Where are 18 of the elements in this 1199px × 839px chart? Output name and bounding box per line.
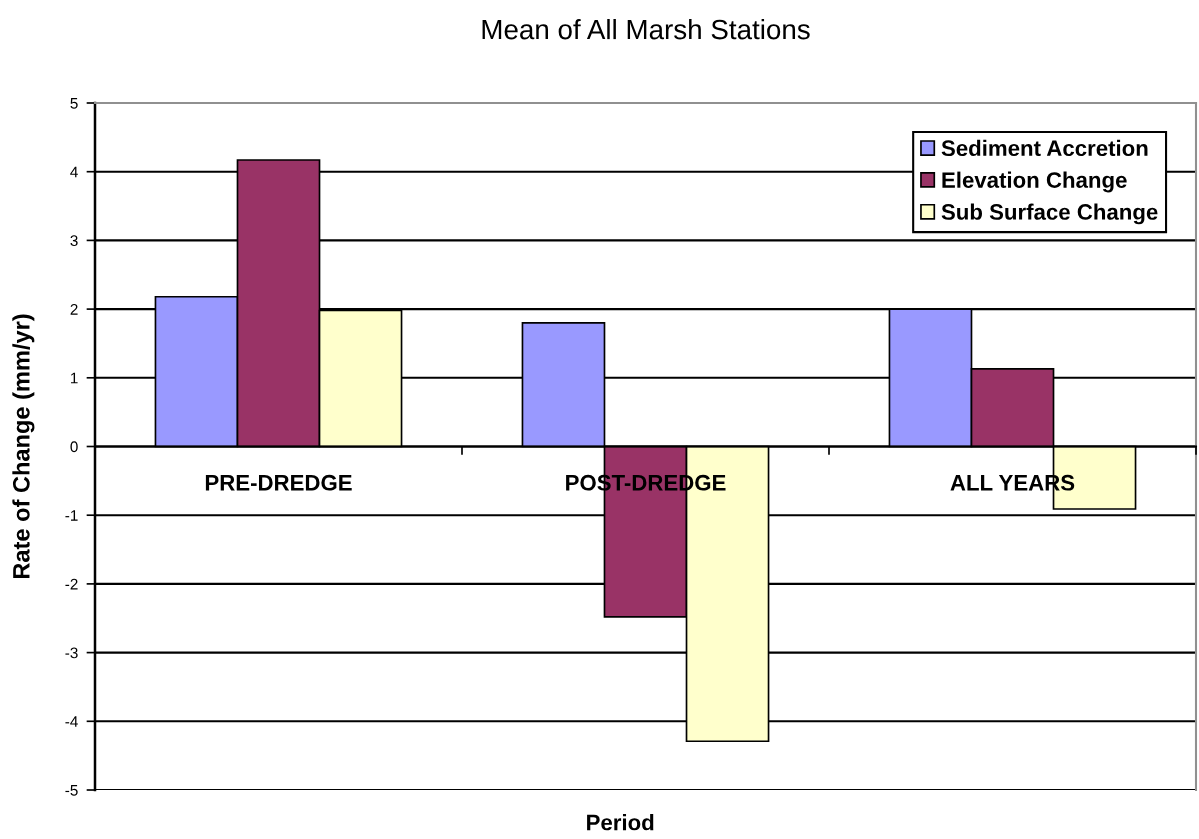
y-tick-label: -5 (65, 785, 78, 796)
y-tick-label: -4 (65, 716, 78, 727)
y-tick-label: -3 (65, 647, 78, 659)
y-tick-label: 5 (70, 98, 78, 109)
x-tick-label: PRE-DREDGE (205, 474, 352, 491)
legend-label: Sediment Accretion (941, 139, 1148, 157)
y-axis-title: Rate of Change (mm/yr) (12, 314, 35, 579)
y-tick-label: 3 (70, 235, 78, 247)
x-axis-title: Period (587, 814, 654, 831)
y-tick-label: 2 (70, 303, 78, 315)
legend-label: Elevation Change (942, 171, 1127, 193)
y-tick-label: 4 (70, 166, 78, 178)
chart-title: Mean of All Marsh Stations (482, 18, 810, 40)
y-tick-label: 1 (71, 372, 78, 384)
legend-label: Sub Surface Change (941, 203, 1158, 225)
y-tick-label: -2 (65, 578, 78, 590)
y-tick-label: 0 (70, 441, 78, 453)
y-tick-label: -1 (65, 510, 78, 521)
